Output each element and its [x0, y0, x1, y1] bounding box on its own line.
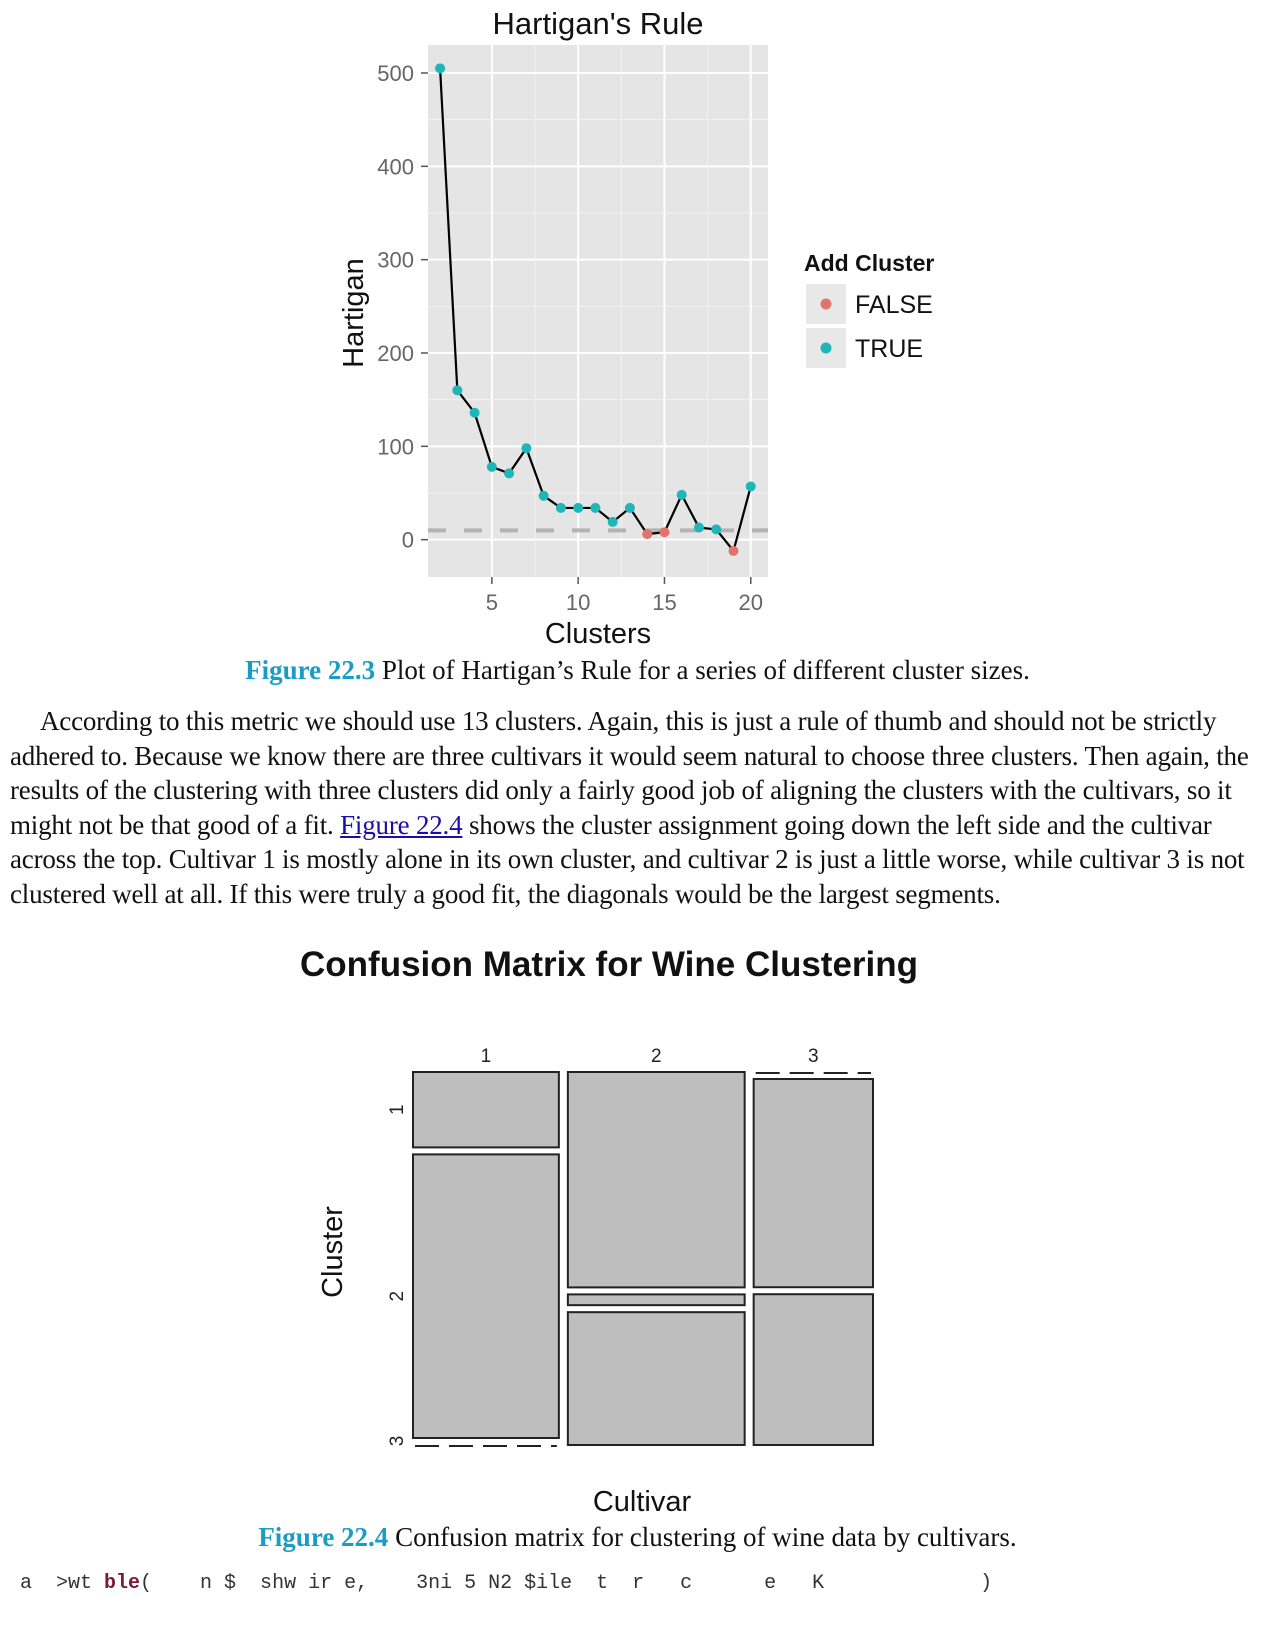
- figure-22-4-link[interactable]: Figure 22.4: [340, 809, 463, 840]
- mosaic-cell: [412, 1071, 560, 1149]
- caption-text: Plot of Hartigan’s Rule for a series of …: [375, 655, 1030, 685]
- hartigan-y-axis-label: Hartigan: [338, 258, 370, 368]
- mosaic-column-labels: 1 2 3: [481, 1046, 819, 1067]
- data-point: [486, 461, 497, 472]
- x-tick-label: 15: [652, 590, 676, 615]
- legend-title: Add Cluster: [804, 250, 934, 276]
- mosaic-cell: [566, 1071, 746, 1289]
- data-point: [435, 63, 446, 74]
- hartigan-x-axis-label: Clusters: [545, 618, 651, 650]
- data-point: [676, 489, 687, 500]
- figure-22-3-caption: Figure 22.3 Plot of Hartigan’s Rule for …: [0, 655, 1275, 686]
- x-tick-label: 5: [486, 590, 498, 615]
- column-label: 1: [481, 1046, 492, 1067]
- x-tick-label: 20: [738, 590, 762, 615]
- body-paragraph: According to this metric we should use 1…: [10, 704, 1265, 911]
- y-tick-label: 500: [377, 61, 414, 86]
- y-tick-label: 300: [377, 248, 414, 273]
- data-point: [521, 443, 532, 454]
- y-tick-label: 200: [377, 341, 414, 366]
- y-tick-label: 100: [377, 434, 414, 459]
- hartigan-points: [435, 63, 756, 556]
- data-point: [711, 524, 722, 535]
- mosaic-cells: [412, 1071, 874, 1447]
- mosaic-cell: [566, 1311, 746, 1447]
- legend-label-false: FALSE: [855, 291, 933, 319]
- data-point: [624, 502, 635, 513]
- figure-22-4-caption: Figure 22.4 Confusion matrix for cluster…: [0, 1522, 1275, 1553]
- data-point: [469, 407, 480, 418]
- data-point: [590, 502, 601, 513]
- caption-text: Confusion matrix for clustering of wine …: [388, 1522, 1017, 1552]
- data-point: [745, 481, 756, 492]
- data-point: [659, 527, 670, 538]
- row-label: 3: [387, 1436, 408, 1447]
- hartigan-y-axis: 0 100 200 300 400 500: [377, 61, 428, 553]
- hartigan-gridlines: [428, 45, 768, 577]
- data-point: [693, 522, 704, 533]
- column-label: 3: [808, 1046, 819, 1067]
- mosaic-y-axis-label: Cluster: [317, 1206, 349, 1298]
- data-point: [504, 468, 515, 479]
- data-point: [642, 529, 653, 540]
- mosaic-cell: [752, 1078, 874, 1289]
- paragraph-text: According to this metric we should use 1…: [10, 706, 1249, 840]
- mosaic-cell: [752, 1293, 874, 1446]
- hartigan-chart-title: Hartigan's Rule: [493, 6, 704, 41]
- code-keyword: ble: [104, 1572, 141, 1595]
- data-point: [573, 502, 584, 513]
- code-part: hw ir e, 3ni 5 N2 $ile t r c e K ): [272, 1572, 993, 1595]
- y-tick-label: 0: [402, 528, 414, 553]
- y-tick-label: 400: [377, 154, 414, 179]
- data-point: [607, 516, 618, 527]
- data-point: [728, 545, 739, 556]
- figure-number: Figure 22.3: [245, 655, 376, 685]
- data-point: [538, 490, 549, 501]
- code-fragment: a >wt ble( n $ shw ir e, 3ni 5 N2 $ile t…: [20, 1572, 992, 1595]
- row-label: 2: [387, 1291, 408, 1302]
- paragraph-text-continued: shows the cluster assignment going down …: [10, 809, 1245, 909]
- legend-key-true: [820, 342, 832, 354]
- hartigan-plot-panel: [428, 45, 768, 577]
- code-part: ( n $ s: [140, 1572, 273, 1595]
- x-tick-label: 10: [566, 590, 590, 615]
- data-point: [452, 385, 463, 396]
- row-label: 1: [387, 1104, 408, 1115]
- mosaic-title: Confusion Matrix for Wine Clustering: [300, 945, 918, 984]
- hartigan-x-axis: 5 10 15 20: [486, 577, 763, 615]
- mosaic-cell: [412, 1153, 560, 1439]
- hartigan-chart: Hartigan's Rule 0 100 200 300 400 500 5 10 15 20…: [338, 6, 934, 650]
- mosaic-cell: [566, 1293, 746, 1307]
- column-label: 2: [651, 1046, 662, 1067]
- mosaic-row-labels: 1 2 3: [387, 1104, 408, 1446]
- legend-key-false: [820, 298, 832, 310]
- legend-label-true: TRUE: [855, 335, 923, 363]
- mosaic-x-axis-label: Cultivar: [593, 1486, 692, 1518]
- code-part: a >wt: [20, 1572, 105, 1595]
- figure-number: Figure 22.4: [258, 1522, 389, 1552]
- confusion-matrix-chart: Confusion Matrix for Wine Clustering 1 2 3…: [300, 945, 918, 1518]
- data-point: [555, 502, 566, 513]
